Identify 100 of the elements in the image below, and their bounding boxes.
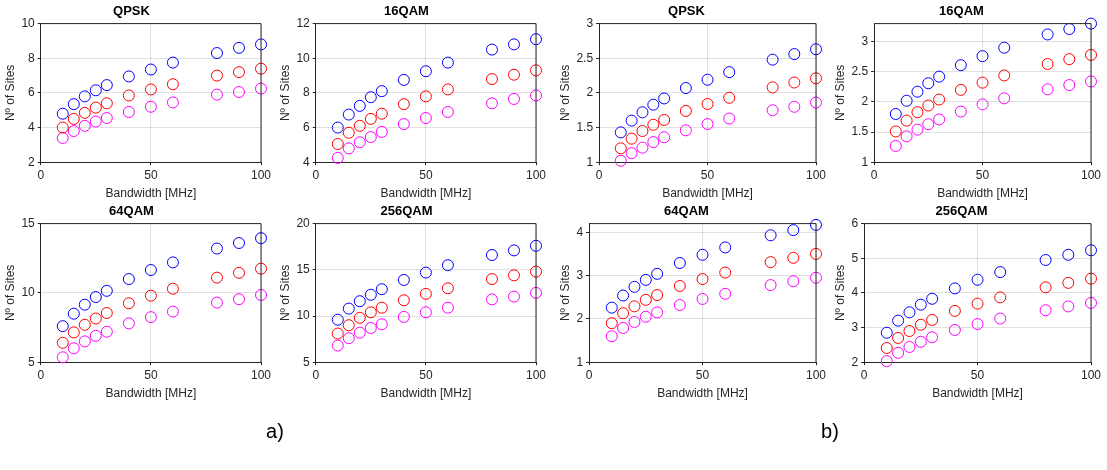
point	[353, 99, 366, 112]
point	[701, 97, 714, 110]
point	[764, 229, 777, 242]
point	[1085, 244, 1097, 257]
point	[628, 300, 641, 313]
point	[810, 247, 822, 260]
point	[971, 273, 984, 286]
point	[342, 302, 355, 315]
point	[1085, 296, 1097, 309]
point	[441, 56, 454, 69]
x-tick-label: 50	[419, 167, 433, 182]
y-axis-title: Nº of Sites	[277, 64, 292, 122]
point	[210, 47, 223, 60]
chart-title: 16QAM	[939, 3, 984, 19]
x-tick-label: 0	[860, 367, 868, 382]
y-tick-label: 3	[861, 33, 869, 48]
y-tick-label: 8	[28, 50, 36, 65]
point	[67, 98, 80, 111]
point	[78, 318, 91, 331]
point	[954, 59, 967, 72]
point	[210, 88, 223, 101]
point	[1085, 17, 1097, 30]
point	[810, 72, 822, 85]
point	[994, 291, 1007, 304]
point	[122, 297, 135, 310]
point	[144, 83, 157, 96]
point	[507, 68, 520, 81]
y-tick-label: 5	[303, 354, 311, 369]
point	[166, 256, 179, 269]
point	[723, 66, 736, 79]
y-tick-label: 5	[28, 354, 36, 369]
point	[255, 62, 267, 75]
point	[719, 287, 732, 300]
point	[122, 317, 135, 330]
point	[764, 256, 777, 269]
point	[926, 331, 939, 344]
point	[78, 335, 91, 348]
point	[723, 112, 736, 125]
y-tick-label: 2	[861, 94, 869, 109]
point	[948, 304, 961, 317]
point	[342, 126, 355, 139]
y-axis-title: Nº of Sites	[557, 264, 572, 322]
y-axis-title: Nº of Sites	[2, 64, 17, 122]
point	[679, 104, 692, 117]
y-tick-label: 6	[303, 119, 311, 134]
y-tick-label: 5	[851, 250, 859, 265]
point	[100, 307, 113, 319]
point	[679, 124, 692, 137]
point	[926, 313, 939, 326]
point	[331, 339, 344, 352]
point	[100, 79, 113, 92]
point	[911, 106, 924, 119]
point	[911, 123, 924, 136]
point	[658, 113, 671, 126]
point	[331, 313, 344, 326]
chart-title: 16QAM	[384, 3, 429, 19]
y-tick-label: 10	[21, 15, 36, 30]
point	[122, 70, 135, 83]
point	[419, 287, 432, 300]
x-tick-label: 100	[805, 367, 827, 382]
y-tick-label: 2.5	[576, 50, 594, 65]
point	[933, 93, 946, 106]
point	[397, 98, 410, 111]
point	[530, 265, 542, 278]
point	[636, 106, 649, 119]
point	[441, 105, 454, 118]
y-tick-label: 12	[296, 15, 311, 30]
x-tick-label: 50	[419, 367, 433, 382]
point	[210, 242, 223, 255]
point	[397, 73, 410, 86]
point	[766, 104, 779, 117]
point	[89, 101, 102, 114]
point	[880, 326, 893, 339]
point	[954, 105, 967, 118]
y-axis-title: Nº of Sites	[277, 264, 292, 322]
y-tick-label: 2	[28, 154, 36, 169]
point	[647, 136, 660, 149]
x-tick-label: 50	[144, 167, 158, 182]
point	[397, 310, 410, 323]
point	[810, 271, 822, 284]
point	[903, 340, 916, 353]
point	[617, 321, 630, 334]
point	[880, 355, 893, 368]
x-tick-label: 0	[870, 167, 878, 182]
point	[166, 282, 179, 295]
point	[723, 91, 736, 104]
point	[1085, 48, 1097, 61]
point	[122, 273, 135, 286]
point	[810, 218, 822, 231]
point	[788, 76, 801, 89]
chart-title: 256QAM	[380, 203, 433, 219]
x-axis-title: Bandwidth [MHz]	[105, 186, 197, 201]
point	[100, 284, 113, 297]
point	[375, 301, 388, 314]
point	[933, 70, 946, 83]
x-tick-label: 0	[595, 167, 603, 182]
x-tick-label: 50	[975, 167, 990, 182]
point	[1062, 276, 1075, 289]
y-tick-label: 2.5	[851, 64, 869, 79]
x-tick-label: 100	[250, 367, 272, 382]
